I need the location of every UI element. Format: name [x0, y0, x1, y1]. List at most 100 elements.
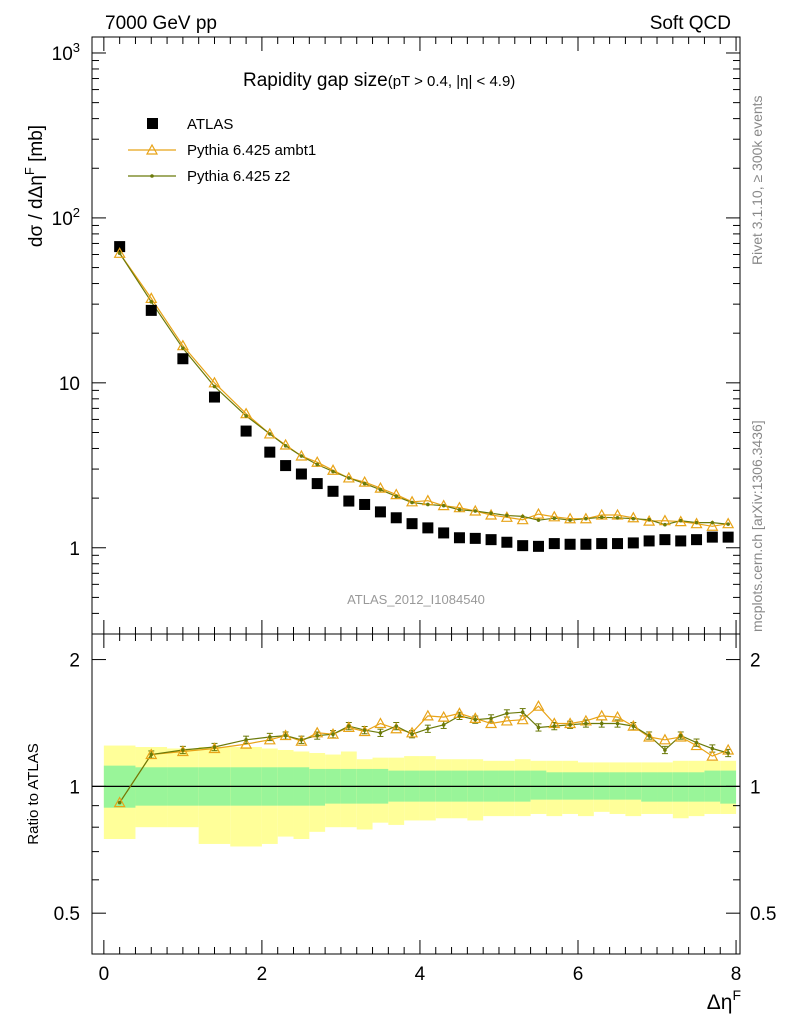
ratio-ambt1-point [595, 709, 608, 721]
ambt1-point [406, 495, 419, 507]
ratio-z2-point [149, 752, 154, 757]
x-tick-label: 0 [99, 964, 110, 985]
ratio-ambt1-point [421, 709, 434, 721]
ratio-ambt1-point [516, 713, 529, 725]
z2-point [505, 513, 509, 518]
ratio-z2-point [568, 723, 572, 727]
energy-label: 7000 GeV pp [105, 13, 217, 34]
ratio-z2-point [378, 731, 383, 735]
atlas-point [675, 535, 687, 547]
atlas-point [327, 485, 339, 497]
ratio-z2-point [394, 724, 399, 728]
ratio-z2-point [584, 721, 588, 726]
ratio-ambt1-point [658, 733, 671, 745]
z2-point [489, 511, 493, 516]
z2-point [457, 507, 462, 512]
ratio-z2-point [536, 725, 541, 730]
atlas-point [706, 531, 718, 543]
ratio-ambt1-point [342, 721, 355, 733]
ambt1-point [342, 471, 355, 483]
atlas-point [295, 468, 307, 480]
z2-point [362, 481, 367, 486]
ratio-plot-frame [91, 633, 741, 955]
legend-label-ambt1: Pythia 6.425 ambt1 [187, 142, 316, 159]
ambt1-point [358, 475, 371, 487]
ratio-z2-point [315, 733, 320, 738]
z2-point [299, 454, 304, 458]
rivet-version-label: Rivet 3.1.10, ≥ 300k events [749, 95, 765, 265]
z2-point [426, 502, 430, 507]
ratio-ambt1-point [358, 725, 371, 737]
plot-title-cuts: (pT > 0.4, |η| < 4.9) [388, 73, 516, 90]
ambt1-point [500, 511, 513, 522]
ratio-z2-point [710, 746, 715, 751]
ratio-z2-point [599, 721, 604, 726]
ratio-axes: 0.5 0.5 1 1 2 2 0 2 4 6 8 [54, 634, 776, 985]
z2-point [473, 509, 478, 513]
ratio-ambt1-point [564, 717, 577, 729]
ambt1-point [485, 508, 498, 520]
z2-point [394, 494, 399, 499]
z2-point [378, 487, 383, 492]
z2-point [347, 476, 351, 480]
legend-marker-ambt1 [145, 143, 159, 155]
ratio-z2-point [489, 716, 493, 721]
ambt1-line [119, 252, 729, 527]
main-y-tick-label: 103 [52, 40, 80, 65]
ratio-ambt1-point [374, 717, 387, 729]
ratio-series [113, 699, 735, 808]
z2-point [315, 462, 320, 467]
ratio-y-tick-label: 2 [69, 651, 80, 672]
z2-point [694, 520, 699, 525]
atlas-point [208, 391, 220, 403]
main-y-tick-label: 102 [52, 205, 80, 230]
z2-point [212, 384, 217, 389]
process-label: Soft QCD [650, 13, 731, 34]
ratio-ambt1-point [643, 730, 656, 742]
main-y-axis-label: dσ / dΔηF [mb] [22, 125, 47, 247]
z2-point [568, 518, 572, 522]
ambt1-point [548, 510, 561, 522]
atlas-point [517, 540, 529, 552]
ratio-z2-point [678, 733, 683, 738]
ratio-z2-point [473, 717, 478, 722]
z2-point [631, 516, 636, 521]
z2-point [181, 346, 185, 351]
band-inner-bin [720, 770, 737, 804]
ambt1-point [374, 481, 387, 493]
ratio-z2-point [268, 735, 272, 739]
ratio-z2-point [212, 745, 217, 749]
ratio-ambt1-point [690, 739, 703, 751]
legend: ATLAS Pythia 6.425 ambt1 Pythia 6.425 z2 [128, 116, 316, 185]
plot-title: Rapidity gap size(pT > 0.4, |η| < 4.9) [243, 70, 515, 91]
ratio-z2-point [299, 737, 304, 742]
ambt1-point [516, 513, 529, 525]
z2-point [331, 469, 335, 474]
ratio-z2-point [410, 732, 414, 737]
ratio-z2-point [631, 724, 636, 728]
x-axis-label-sup: F [732, 987, 741, 1003]
ratio-ambt1-point [674, 730, 687, 742]
ratio-z2-point [694, 740, 699, 745]
ratio-ambt1-point [113, 796, 126, 808]
ambt1-point [469, 504, 482, 516]
x-tick-label: 2 [257, 964, 268, 985]
ratio-z2-point [726, 751, 730, 755]
atlas-point [643, 535, 655, 547]
x-tick-label: 6 [573, 964, 584, 985]
x-axis-label-text: Δη [707, 991, 733, 1014]
ambt1-point [643, 514, 656, 526]
ambt1-point [532, 507, 545, 519]
atlas-point [453, 532, 465, 544]
ratio-z2-point [552, 724, 557, 728]
atlas-point [691, 534, 703, 546]
atlas-point [114, 241, 126, 253]
z2-point [117, 251, 122, 256]
ratio-z2-point [505, 711, 509, 716]
ambt1-point [263, 427, 276, 439]
z2-point [552, 516, 557, 521]
ambt1-point [453, 501, 466, 513]
ratio-ambt1-point [327, 727, 340, 739]
ratio-y-tick-label: 1 [69, 777, 80, 798]
